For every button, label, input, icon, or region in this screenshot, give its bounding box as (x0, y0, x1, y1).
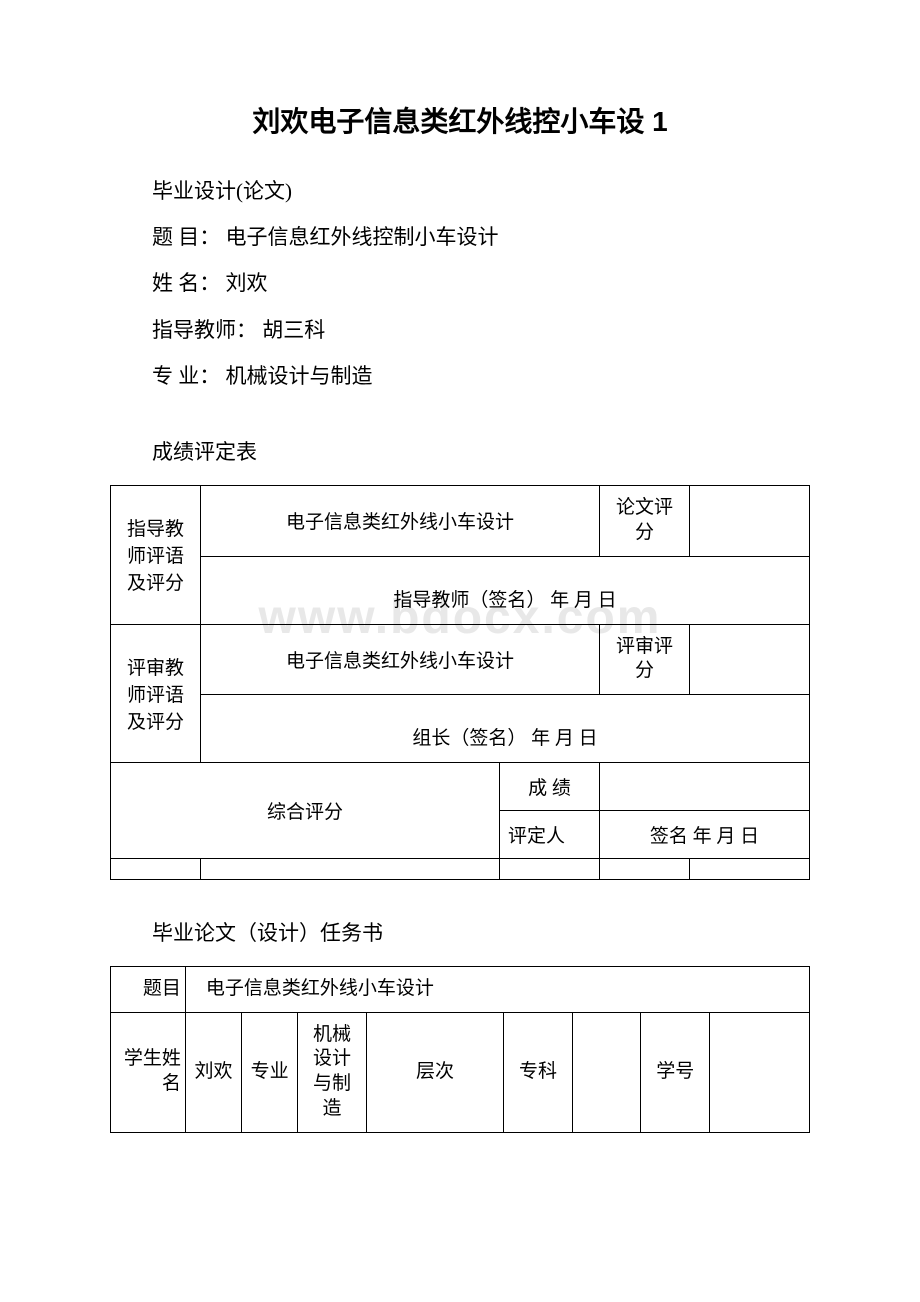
spec-value (572, 1012, 641, 1132)
section-title-1: 成绩评定表 (110, 429, 810, 475)
table-row: 学生姓名 刘欢 专业 机械设计与制造 层次 专科 学号 (111, 1012, 810, 1132)
info-line-1: 毕业设计(论文) (110, 168, 810, 214)
reviewer-label: 评审教师评语及评分 (111, 624, 201, 762)
document-content: 刘欢电子信息类红外线控小车设 1 毕业设计(论文) 题 目： 电子信息红外线控制… (110, 100, 810, 1133)
grade-value (600, 762, 810, 810)
review-score-value (690, 624, 810, 694)
document-title: 刘欢电子信息类红外线控小车设 1 (110, 100, 810, 140)
table-row: 指导教师评语及评分 电子信息类红外线小车设计 论文评分 (111, 486, 810, 556)
table-row: 组长（签名） 年 月 日 (111, 694, 810, 762)
empty-cell (690, 858, 810, 879)
evaluator-sign: 签名 年 月 日 (600, 810, 810, 858)
empty-cell (111, 858, 201, 879)
score-evaluation-table: 指导教师评语及评分 电子信息类红外线小车设计 论文评分 指导教师（签名） 年 月… (110, 485, 810, 880)
level-label: 层次 (366, 1012, 503, 1132)
table-row: 评审教师评语及评分 电子信息类红外线小车设计 评审评分 (111, 624, 810, 694)
thesis-score-value (690, 486, 810, 556)
empty-cell (201, 858, 500, 879)
topic-value: 电子信息类红外线小车设计 (185, 967, 809, 1013)
thesis-score-label: 论文评分 (600, 486, 690, 556)
advisor-sign: 指导教师（签名） 年 月 日 (201, 556, 810, 624)
advisor-design: 电子信息类红外线小车设计 (201, 486, 600, 556)
table-row: 指导教师（签名） 年 月 日 (111, 556, 810, 624)
info-line-4: 指导教师： 胡三科 (110, 307, 810, 353)
empty-cell (600, 858, 690, 879)
info-line-2: 题 目： 电子信息红外线控制小车设计 (110, 214, 810, 260)
info-line-3: 姓 名： 刘欢 (110, 260, 810, 306)
info-line-5: 专 业： 机械设计与制造 (110, 353, 810, 399)
major-label: 专业 (242, 1012, 298, 1132)
student-name-value: 刘欢 (185, 1012, 241, 1132)
id-label: 学号 (641, 1012, 710, 1132)
student-name-label: 学生姓名 (111, 1012, 186, 1132)
spec-label: 专科 (504, 1012, 573, 1132)
grade-label: 成 绩 (500, 762, 600, 810)
advisor-label: 指导教师评语及评分 (111, 486, 201, 624)
reviewer-sign: 组长（签名） 年 月 日 (201, 694, 810, 762)
table-row: 题目 电子信息类红外线小车设计 (111, 967, 810, 1013)
empty-cell (500, 858, 600, 879)
task-book-table: 题目 电子信息类红外线小车设计 学生姓名 刘欢 专业 机械设计与制造 层次 专科… (110, 966, 810, 1132)
evaluator-label: 评定人 (500, 810, 600, 858)
table-row (111, 858, 810, 879)
topic-label: 题目 (111, 967, 186, 1013)
section-title-2: 毕业论文（设计）任务书 (110, 910, 810, 956)
comprehensive-label: 综合评分 (111, 762, 500, 858)
major-value: 机械设计与制造 (298, 1012, 367, 1132)
reviewer-design: 电子信息类红外线小车设计 (201, 624, 600, 694)
review-score-label: 评审评分 (600, 624, 690, 694)
id-value (710, 1012, 810, 1132)
table-row: 综合评分 成 绩 (111, 762, 810, 810)
